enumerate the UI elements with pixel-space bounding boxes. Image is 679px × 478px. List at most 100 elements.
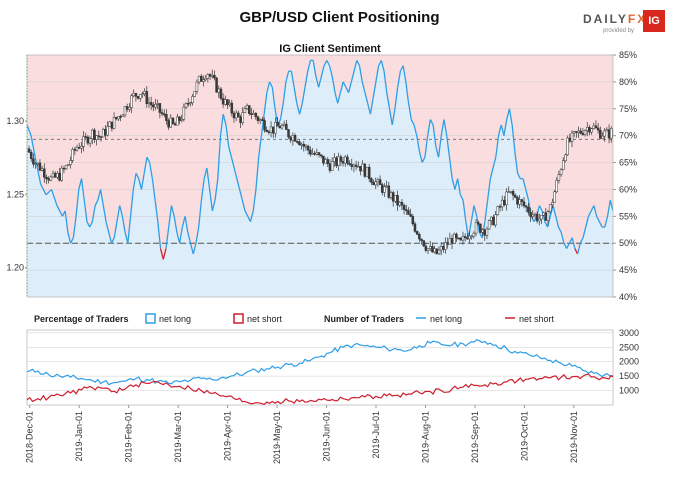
candle-body [359,166,362,172]
net-long-segment [72,216,77,238]
candle-body [180,118,183,121]
net-long-segment [593,205,598,217]
date-axis: 2018-Dec-01 2019-Jan-01 2019-Feb-01 2019-Ma… [25,405,579,464]
net-long-segment [34,157,42,185]
net-long-segment [427,119,432,136]
candle-body [317,152,321,156]
net-long-segment [70,237,74,244]
candle-body [590,128,593,133]
candle-body [555,180,558,193]
legend-pct-short: net short [247,314,283,324]
net-long-segment [45,188,52,196]
candle-body [570,132,574,142]
net-long-segment [568,237,573,244]
candle-body [306,145,310,151]
chart-title: GBP/USD Client Positioning [239,9,440,26]
candle-body [442,246,445,250]
candle-body [99,136,103,138]
candle-body [110,121,114,129]
candle-body [82,136,85,147]
candle-body [433,248,436,253]
candle-body [219,88,223,99]
net-long-segment [495,135,500,158]
pct-tick-label: 40% [619,292,637,302]
candle-body [115,117,118,120]
count-tick-label: 1500 [619,371,639,381]
net-long-segment [50,189,58,206]
candle-body [446,242,449,245]
candle-body [444,242,447,250]
candle-body [496,206,500,215]
candle-body [418,234,421,240]
net-long-segment [320,65,325,77]
candle-body [383,186,386,193]
net-long-segment [135,173,140,179]
candle-body [289,136,292,141]
net-long-segment [318,76,322,88]
net-long-segment [557,226,562,233]
net-long-segment [298,103,303,115]
candle-body [265,129,268,132]
net-long-segment [157,221,162,249]
net-long-segment [582,226,587,239]
price-tick-label: 1.20 [6,263,24,273]
net-long-segment [170,205,175,217]
net-long-segment [342,81,347,88]
net-long-segment [149,162,154,179]
net-long-segment [30,135,36,158]
candle-body [592,125,596,129]
candle-body [45,176,48,179]
candle-body [335,157,338,166]
candle-body [132,93,135,97]
net-long-segment [296,103,301,115]
candle-body [243,108,247,113]
candle-body [193,90,197,97]
net-long-segment [165,227,170,249]
net-long-segment [80,178,85,201]
candle-body [376,179,380,182]
net-long-segment [560,232,565,244]
net-long-segment [219,114,224,136]
net-long-segment [552,205,557,217]
net-long-segment [113,221,118,238]
net-long-segment [91,205,96,222]
net-long-segment [315,76,320,88]
candle-body [125,106,129,110]
candle-body [422,240,425,247]
net-long-segment [198,200,203,228]
candle-body [605,129,609,132]
candle-body [51,172,55,178]
candle-body [278,125,282,129]
candle-body [601,135,604,139]
net-long-segment [64,210,69,233]
candle-body [472,232,476,237]
net-long-segment [418,151,423,163]
date-tick-label: 2019-Aug-01 [420,411,430,463]
pct-tick-label: 60% [619,184,637,194]
candle-body [400,202,404,206]
candle-body [487,220,491,230]
candle-body [367,166,371,179]
date-tick-label: 2019-Nov-01 [569,411,579,463]
net-long-segment [486,178,491,201]
candle-body [276,122,279,127]
net-long-segment [454,178,459,190]
net-long-segment [517,173,521,179]
net-long-segment [238,189,243,201]
candle-body [455,233,458,239]
net-long-segment [538,205,543,212]
net-long-segment [571,237,576,249]
net-long-segment [176,232,181,244]
net-long-segment [184,216,189,233]
candle-body [448,238,452,245]
candle-body [206,74,210,79]
candle-body [134,93,138,97]
net-long-segment [173,216,178,233]
date-tick-label: 2019-Jan-01 [74,411,84,462]
net-long-segment [473,205,478,217]
candle-body [173,123,177,126]
candle-body [514,194,517,198]
legend-pct-long-swatch [145,313,156,324]
net-long-segment [443,119,448,136]
candle-body [354,164,358,167]
